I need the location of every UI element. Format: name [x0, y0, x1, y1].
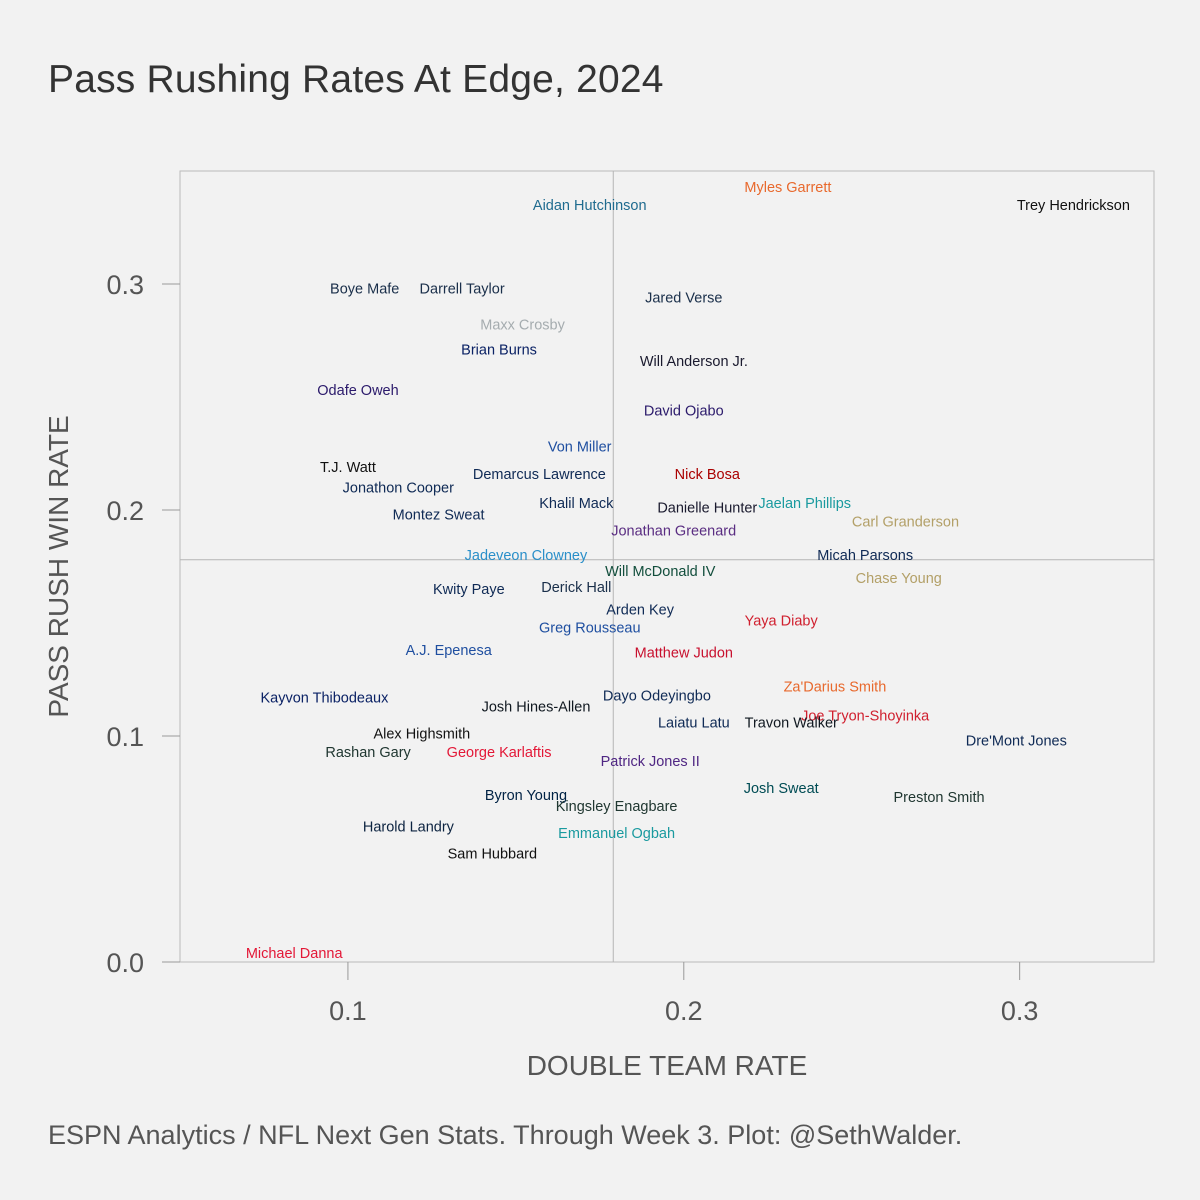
player-point-label: Darrell Taylor — [420, 282, 505, 298]
player-point-label: Greg Rousseau — [539, 621, 641, 637]
player-point-label: Alex Highsmith — [373, 727, 470, 743]
player-point-label: Joe Tryon-Shoyinka — [801, 709, 930, 725]
player-point-label: Boye Mafe — [330, 282, 399, 298]
player-point-label: Laiatu Latu — [658, 715, 730, 731]
x-tick-label: 0.2 — [665, 996, 703, 1026]
data-points: Myles Garrett Trey Hendrickson Aidan Hutch… — [246, 180, 1130, 962]
player-point-label: Sam Hubbard — [448, 847, 537, 863]
player-point-label: Aidan Hutchinson — [533, 198, 647, 214]
player-point-label: Kwity Paye — [433, 582, 505, 598]
y-axis: 0.0 0.1 0.2 0.3 — [106, 270, 180, 978]
player-point-label: Will McDonald IV — [605, 564, 716, 580]
player-point-label: Matthew Judon — [635, 645, 733, 661]
player-point-label: Rashan Gary — [325, 745, 411, 761]
x-axis-title: DOUBLE TEAM RATE — [527, 1050, 808, 1081]
player-point-label: Khalil Mack — [539, 496, 614, 512]
y-tick-label: 0.0 — [106, 948, 144, 978]
player-point-label: David Ojabo — [644, 404, 724, 420]
player-point-label: T.J. Watt — [320, 460, 376, 476]
player-point-label: Yaya Diaby — [745, 614, 819, 630]
player-point-label: Josh Hines-Allen — [482, 700, 591, 716]
player-point-label: Za'Darius Smith — [784, 679, 887, 695]
player-point-label: Odafe Oweh — [317, 383, 398, 399]
player-point-label: Jonathon Cooper — [343, 480, 454, 496]
player-point-label: Demarcus Lawrence — [473, 467, 606, 483]
player-point-label: Harold Landry — [363, 819, 455, 835]
y-axis-title: PASS RUSH WIN RATE — [43, 415, 74, 717]
y-tick-label: 0.2 — [106, 496, 144, 526]
player-point-label: Nick Bosa — [675, 467, 741, 483]
plot-border — [179, 170, 1155, 963]
player-point-label: Kingsley Enagbare — [556, 799, 678, 815]
chart-caption: ESPN Analytics / NFL Next Gen Stats. Thr… — [48, 1120, 963, 1150]
player-point-label: Maxx Crosby — [480, 318, 565, 334]
player-point-label: Jonathan Greenard — [611, 523, 736, 539]
player-point-label: Josh Sweat — [744, 781, 819, 797]
chart-title: Pass Rushing Rates At Edge, 2024 — [48, 58, 664, 101]
player-point-label: Montez Sweat — [393, 508, 485, 524]
player-point-label: Micah Parsons — [817, 548, 913, 564]
y-tick-label: 0.1 — [106, 722, 144, 752]
player-point-label: Patrick Jones II — [601, 754, 700, 770]
player-point-label: Jadeveon Clowney — [465, 548, 588, 564]
player-point-label: Trey Hendrickson — [1017, 198, 1130, 214]
player-point-label: Derick Hall — [541, 580, 611, 596]
player-point-label: Von Miller — [548, 440, 612, 456]
player-point-label: Kayvon Thibodeaux — [260, 691, 389, 707]
player-point-label: Preston Smith — [894, 790, 985, 806]
plot-frame — [179, 170, 1155, 963]
y-tick-label: 0.3 — [106, 270, 144, 300]
player-point-label: Travon Walker — [745, 715, 838, 731]
player-point-label: A.J. Epenesa — [406, 643, 493, 659]
player-point-label: Byron Young — [485, 788, 567, 804]
player-point-label: Jaelan Phillips — [758, 496, 851, 512]
player-point-label: Michael Danna — [246, 946, 344, 962]
x-tick-label: 0.3 — [1001, 996, 1039, 1026]
x-tick-label: 0.1 — [329, 996, 367, 1026]
player-point-label: Myles Garrett — [744, 180, 831, 196]
reference-lines — [180, 171, 1154, 962]
player-point-label: Arden Key — [606, 602, 674, 618]
x-axis: 0.1 0.2 0.3 — [329, 962, 1038, 1026]
player-point-label: Chase Young — [856, 571, 942, 587]
player-point-label: Dayo Odeyingbo — [603, 688, 711, 704]
player-point-label: Emmanuel Ogbah — [558, 826, 675, 842]
player-point-label: Danielle Hunter — [657, 501, 757, 517]
player-point-label: Dre'Mont Jones — [966, 734, 1067, 750]
player-point-label: George Karlaftis — [447, 745, 552, 761]
player-point-label: Carl Granderson — [852, 514, 959, 530]
player-point-label: Brian Burns — [461, 343, 537, 359]
player-point-label: Will Anderson Jr. — [640, 354, 748, 370]
player-point-label: Jared Verse — [645, 291, 722, 307]
